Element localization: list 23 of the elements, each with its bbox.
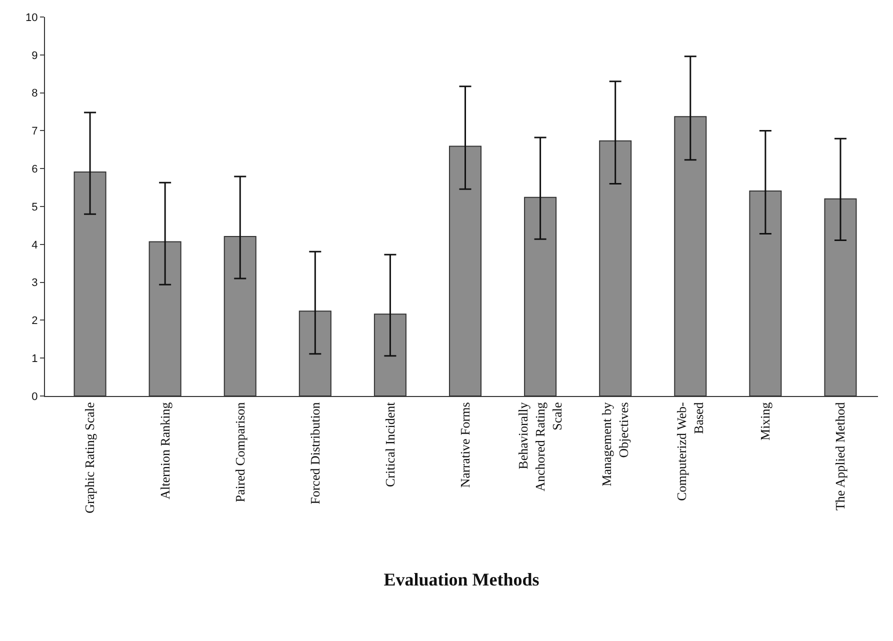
x-tick-label: Forced Distribution xyxy=(307,402,322,504)
x-tick-label: Narrative Forms xyxy=(457,402,472,488)
x-tick-label: Critical Incident xyxy=(382,402,398,488)
y-tick-label: 2 xyxy=(32,315,38,328)
y-tick-label: 7 xyxy=(32,126,38,138)
x-tick-label: Management by Objectives xyxy=(599,402,632,486)
y-tick-label: 4 xyxy=(32,239,38,252)
x-tick-label: Paired Comparison xyxy=(232,402,248,502)
y-tick-label: 0 xyxy=(32,390,38,403)
x-tick-label: Behaviorally Anchored Rating Scale xyxy=(516,402,564,492)
y-tick-label: 8 xyxy=(32,88,38,100)
y-tick-label: 9 xyxy=(32,50,38,62)
y-tick-label: 5 xyxy=(32,201,38,214)
y-tick-label: 3 xyxy=(32,277,38,290)
x-tick-label: The Applied Method xyxy=(832,402,848,511)
y-tick-label: 10 xyxy=(26,12,38,24)
x-tick-label: Graphic Rating Scale xyxy=(82,402,98,514)
x-tick-label: Alternion Ranking xyxy=(157,402,172,500)
x-axis-title: Evaluation Methods xyxy=(384,569,540,590)
y-tick-label: 1 xyxy=(32,352,38,365)
x-tick-label: Mixing xyxy=(758,402,773,440)
y-tick-label: 6 xyxy=(32,163,38,176)
x-tick-label: Computerizd Web-Based xyxy=(674,402,706,501)
